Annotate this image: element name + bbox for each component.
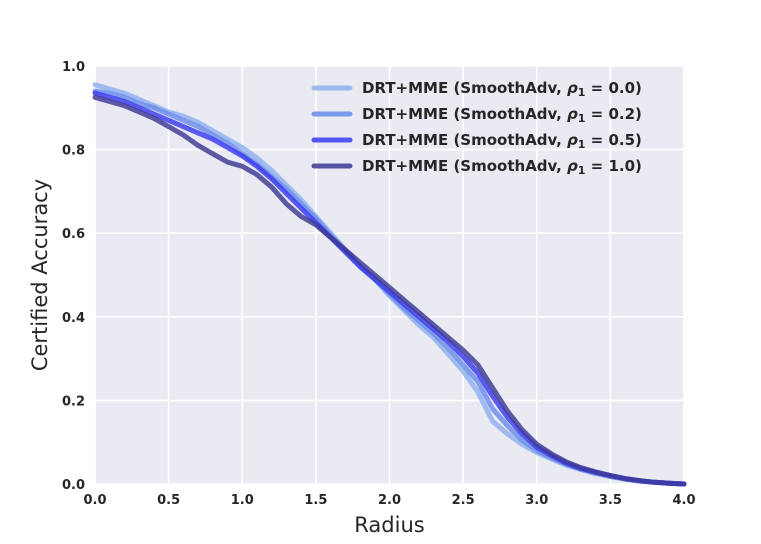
grid-lines	[94, 65, 685, 485]
series-lines	[92, 82, 687, 487]
y-tick-label: 0.4	[62, 311, 85, 326]
x-tick-label: 1.0	[231, 493, 254, 508]
legend-item: DRT+MME (SmoothAdv, ρ1 = 0.0)	[311, 79, 642, 99]
legend-item: DRT+MME (SmoothAdv, ρ1 = 0.5)	[311, 131, 642, 151]
x-tick-label: 3.0	[525, 493, 548, 508]
y-axis-ticks: 0.0 0.2 0.4 0.6 0.8 1.0	[62, 60, 85, 493]
x-axis-ticks: 0.0 0.5 1.0 1.5 2.0 2.5 3.0 3.5 4.0	[83, 493, 695, 508]
y-tick-label: 0.8	[62, 144, 85, 159]
x-tick-label: 0.0	[83, 493, 106, 508]
x-tick-label: 2.0	[378, 493, 401, 508]
x-tick-label: 0.5	[157, 493, 180, 508]
legend-label: DRT+MME (SmoothAdv, ρ1 = 0.5)	[362, 131, 642, 151]
y-tick-label: 1.0	[62, 60, 85, 75]
y-axis-label: Certified Accuracy	[28, 179, 52, 371]
legend-label: DRT+MME (SmoothAdv, ρ1 = 0.0)	[362, 79, 642, 99]
x-tick-label: 4.0	[672, 493, 695, 508]
y-tick-label: 0.6	[62, 227, 85, 242]
legend: DRT+MME (SmoothAdv, ρ1 = 0.0) DRT+MME (Sm…	[311, 79, 642, 177]
x-tick-label: 1.5	[304, 493, 327, 508]
legend-item: DRT+MME (SmoothAdv, ρ1 = 1.0)	[311, 157, 642, 177]
legend-label: DRT+MME (SmoothAdv, ρ1 = 0.2)	[362, 105, 642, 125]
x-tick-label: 2.5	[452, 493, 475, 508]
x-axis-label: Radius	[354, 513, 424, 537]
x-tick-label: 3.5	[599, 493, 622, 508]
legend-label: DRT+MME (SmoothAdv, ρ1 = 1.0)	[362, 157, 642, 177]
legend-item: DRT+MME (SmoothAdv, ρ1 = 0.2)	[311, 105, 642, 125]
y-tick-label: 0.2	[62, 394, 85, 409]
y-tick-label: 0.0	[62, 478, 85, 493]
series-line-3	[92, 94, 687, 487]
